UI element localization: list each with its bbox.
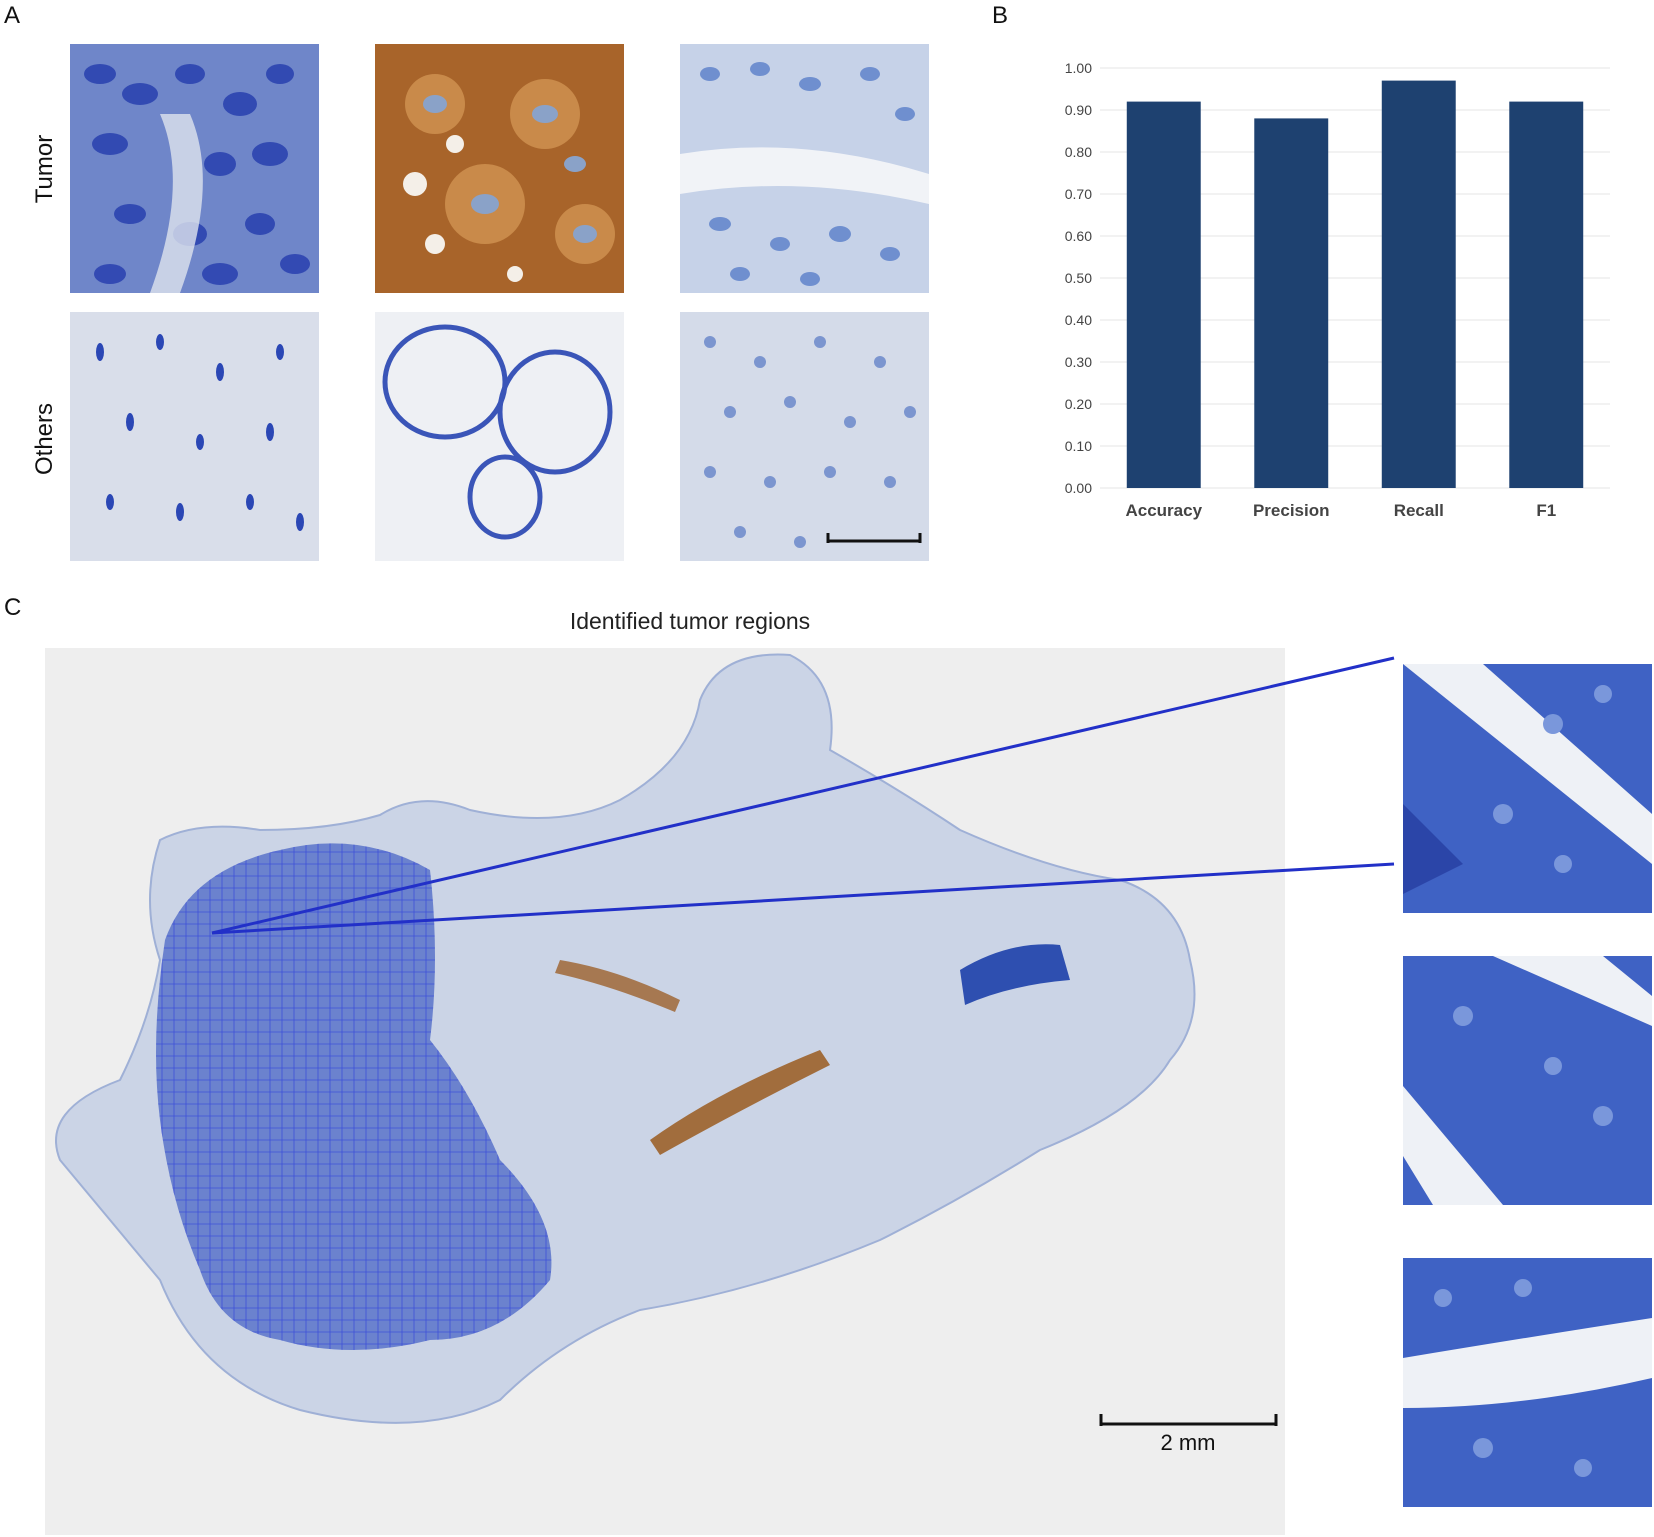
dab-stain-2 — [555, 960, 680, 1012]
tumor-tile-2 — [375, 44, 624, 293]
y-tick-label: 0.90 — [1065, 102, 1092, 118]
dab-stain-1 — [650, 1050, 830, 1155]
metrics-bar-chart: 0.00 0.10 0.20 0.30 0.40 0.50 0.60 0.70 0.80 0.90… — [1065, 60, 1610, 520]
others-tile-1-image — [70, 312, 319, 561]
y-tick-label: 0.70 — [1065, 186, 1092, 202]
zoom-tile-1-image — [1403, 664, 1652, 913]
zoom-line-top — [211, 656, 1395, 935]
scale-bar-panel-a — [826, 533, 922, 543]
tumor-tile-1 — [70, 44, 319, 293]
tumor-tile-1-image — [70, 44, 319, 293]
row-label-tumor: Tumor — [31, 134, 58, 204]
y-tick-label: 0.30 — [1065, 354, 1092, 370]
others-tile-2-image — [375, 312, 624, 561]
y-tick-label: 0.20 — [1065, 396, 1092, 412]
y-tick-label: 0.60 — [1065, 228, 1092, 244]
y-tick-label: 1.00 — [1065, 60, 1092, 76]
bar-accuracy — [1126, 101, 1201, 488]
others-tile-2 — [375, 312, 624, 561]
whole-slide-image: 2 mm — [45, 648, 1395, 1535]
y-tick-label: 0.50 — [1065, 270, 1092, 286]
tumor-tile-3-image — [680, 44, 929, 293]
bar-f1 — [1509, 101, 1584, 488]
y-tick-label: 0.80 — [1065, 144, 1092, 160]
scale-bar-label: 2 mm — [1161, 1430, 1216, 1455]
chart-bars — [1126, 80, 1584, 489]
bar-precision — [1254, 118, 1329, 489]
zoom-line-bottom — [211, 862, 1395, 935]
zoom-tile-2 — [1403, 956, 1652, 1205]
panel-b-letter: B — [992, 2, 1009, 29]
scale-bar-panel-c — [1099, 1414, 1278, 1426]
chart-y-tick-labels: 0.00 0.10 0.20 0.30 0.40 0.50 0.60 0.70 0.80 0.90… — [1065, 60, 1092, 496]
x-tick-label: Recall — [1394, 501, 1444, 520]
panel-c-letter: C — [4, 594, 22, 621]
y-tick-label: 0.10 — [1065, 438, 1092, 454]
y-tick-label: 0.40 — [1065, 312, 1092, 328]
panel-a-letter: A — [4, 2, 21, 29]
x-tick-label: Accuracy — [1125, 501, 1202, 520]
tumor-tile-2-image — [375, 44, 624, 293]
tumor-tile-3 — [680, 44, 929, 293]
chart-x-tick-labels: Accuracy Precision Recall F1 — [1125, 501, 1556, 520]
row-label-others: Others — [31, 402, 58, 476]
others-tile-1 — [70, 312, 319, 561]
y-tick-label: 0.00 — [1065, 480, 1092, 496]
dark-blue-region — [960, 944, 1070, 1005]
panel-c-title: Identified tumor regions — [569, 608, 811, 634]
others-tile-3 — [680, 312, 929, 561]
x-tick-label: F1 — [1536, 501, 1556, 520]
zoom-tile-2-image — [1403, 956, 1652, 1205]
tumor-box-grid — [156, 843, 552, 1350]
x-tick-label: Precision — [1253, 501, 1330, 520]
bar-recall — [1381, 80, 1456, 488]
zoom-tile-3-image — [1403, 1258, 1652, 1507]
others-tile-3-image — [680, 312, 929, 561]
zoom-tile-1 — [1403, 664, 1652, 913]
zoom-tile-3 — [1403, 1258, 1652, 1507]
